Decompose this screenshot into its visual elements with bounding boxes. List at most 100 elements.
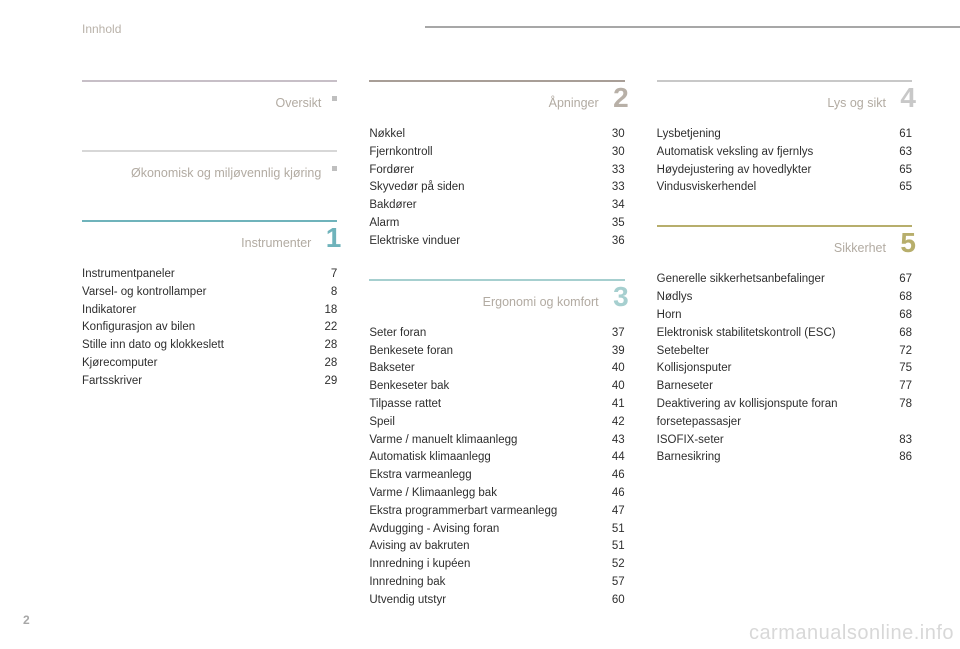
toc-entry: Instrumentpaneler7: [82, 266, 337, 284]
toc-entry-page: 34: [601, 197, 625, 215]
toc-entry-page: 52: [601, 556, 625, 574]
toc-entry: Stille inn dato og klokkeslett28: [82, 337, 337, 355]
toc-entry-label: Varsel- og kontrollamper: [82, 284, 313, 302]
toc-entry-label: Skyvedør på siden: [369, 179, 600, 197]
toc-entry-label: Innredning bak: [369, 574, 600, 592]
toc-entry-label: Bakdører: [369, 197, 600, 215]
toc-entry: Kollisjonsputer75: [657, 360, 912, 378]
toc-entry-label: Fjernkontroll: [369, 144, 600, 162]
section-title: Sikkerhet: [834, 241, 886, 255]
toc-entry-page: 36: [601, 233, 625, 251]
toc-entry-label: Nøkkel: [369, 126, 600, 144]
toc-column: Lys og sikt4Lysbetjening61Automatisk vek…: [657, 80, 912, 638]
toc-column: Åpninger2Nøkkel30Fjernkontroll30Fordører…: [369, 80, 624, 638]
toc-entry-page: 72: [888, 343, 912, 361]
toc-entry: Varsel- og kontrollamper8: [82, 284, 337, 302]
toc-section: Instrumenter1Instrumentpaneler7Varsel- o…: [82, 220, 337, 391]
section-rule: [82, 80, 337, 82]
toc-entry-label: Nødlys: [657, 289, 888, 307]
toc-entry-label: Stille inn dato og klokkeslett: [82, 337, 313, 355]
toc-entry: Innredning i kupéen52: [369, 556, 624, 574]
toc-entry: Automatisk veksling av fjernlys63: [657, 144, 912, 162]
toc-entry-page: 46: [601, 485, 625, 503]
toc-entry-page: 37: [601, 325, 625, 343]
toc-entry-page: 47: [601, 503, 625, 521]
toc-entry: Elektriske vinduer36: [369, 233, 624, 251]
toc-entry-page: 68: [888, 307, 912, 325]
toc-entry-label: Kjørecomputer: [82, 355, 313, 373]
section-rule: [369, 80, 624, 82]
toc-entry-label: Barnesikring: [657, 449, 888, 467]
toc-entry: Konfigurasjon av bilen22: [82, 319, 337, 337]
section-rule: [657, 80, 912, 82]
toc-entry-page: 75: [888, 360, 912, 378]
section-rule: [657, 225, 912, 227]
toc-entry-page: 28: [313, 337, 337, 355]
toc-entry-label: Instrumentpaneler: [82, 266, 313, 284]
toc-entry: Skyvedør på siden33: [369, 179, 624, 197]
section-header: Oversikt: [82, 80, 337, 122]
section-rule: [82, 150, 337, 152]
section-entries: Lysbetjening61Automatisk veksling av fje…: [657, 126, 912, 197]
section-header: Økonomisk og miljøvennlig kjøring: [82, 150, 337, 192]
toc-entry-label: Vindusviskerhendel: [657, 179, 888, 197]
toc-entry-page: 40: [601, 378, 625, 396]
toc-entry-label: Avising av bakruten: [369, 538, 600, 556]
toc-entry-page: 68: [888, 325, 912, 343]
toc-entry-label: Setebelter: [657, 343, 888, 361]
section-title: Åpninger: [549, 96, 599, 110]
toc-entry: Nødlys68: [657, 289, 912, 307]
toc-entry: Ekstra varmeanlegg46: [369, 467, 624, 485]
toc-columns: Oversikt Økonomisk og miljøvennlig kjørin…: [82, 80, 912, 638]
toc-entry-label: Fordører: [369, 162, 600, 180]
toc-entry: Bakdører34: [369, 197, 624, 215]
section-header: Lys og sikt4: [657, 80, 912, 122]
toc-entry-page: 43: [601, 432, 625, 450]
toc-entry-label: Elektronisk stabilitetskontroll (ESC): [657, 325, 888, 343]
toc-entry: Avising av bakruten51: [369, 538, 624, 556]
toc-entry-page: 35: [601, 215, 625, 233]
toc-entry-label: Horn: [657, 307, 888, 325]
toc-entry-page: 65: [888, 179, 912, 197]
toc-entry: Bakseter40: [369, 360, 624, 378]
toc-entry-label: Kollisjonsputer: [657, 360, 888, 378]
header-rule: [425, 26, 960, 28]
toc-entry-page: 51: [601, 538, 625, 556]
section-number: 3: [613, 283, 629, 311]
toc-entry: Avdugging - Avising foran51: [369, 521, 624, 539]
section-title: Økonomisk og miljøvennlig kjøring: [131, 166, 321, 180]
toc-entry: Barnesikring86: [657, 449, 912, 467]
toc-entry-label: Varme / manuelt klimaanlegg: [369, 432, 600, 450]
section-rule: [82, 220, 337, 222]
toc-entry-label: Barneseter: [657, 378, 888, 396]
section-entries: Nøkkel30Fjernkontroll30Fordører33Skyvedø…: [369, 126, 624, 251]
toc-entry: Kjørecomputer28: [82, 355, 337, 373]
section-header: Ergonomi og komfort3: [369, 279, 624, 321]
toc-entry: Horn68: [657, 307, 912, 325]
toc-entry: Høydejustering av hovedlykter65: [657, 162, 912, 180]
toc-entry-page: 61: [888, 126, 912, 144]
toc-entry-page: 39: [601, 343, 625, 361]
toc-entry-page: 33: [601, 162, 625, 180]
section-title: Ergonomi og komfort: [483, 295, 599, 309]
toc-entry: Indikatorer18: [82, 302, 337, 320]
toc-entry-label: Fartsskriver: [82, 373, 313, 391]
toc-entry: Benkeseter bak40: [369, 378, 624, 396]
toc-entry: Alarm35: [369, 215, 624, 233]
toc-entry-label: Konfigurasjon av bilen: [82, 319, 313, 337]
toc-entry: Tilpasse rattet41: [369, 396, 624, 414]
toc-entry-label: Ekstra varmeanlegg: [369, 467, 600, 485]
section-title: Oversikt: [275, 96, 321, 110]
toc-section: Åpninger2Nøkkel30Fjernkontroll30Fordører…: [369, 80, 624, 251]
toc-entry-label: Seter foran: [369, 325, 600, 343]
toc-entry-label: Lysbetjening: [657, 126, 888, 144]
toc-entry-page: 8: [313, 284, 337, 302]
section-header: Åpninger2: [369, 80, 624, 122]
toc-entry-label: Automatisk veksling av fjernlys: [657, 144, 888, 162]
toc-entry: Fartsskriver29: [82, 373, 337, 391]
toc-entry: Fjernkontroll30: [369, 144, 624, 162]
section-dot-icon: [332, 96, 337, 101]
toc-entry-label: Bakseter: [369, 360, 600, 378]
section-entries: Generelle sikkerhetsanbefalinger67Nødlys…: [657, 271, 912, 467]
toc-entry-label: Høydejustering av hovedlykter: [657, 162, 888, 180]
